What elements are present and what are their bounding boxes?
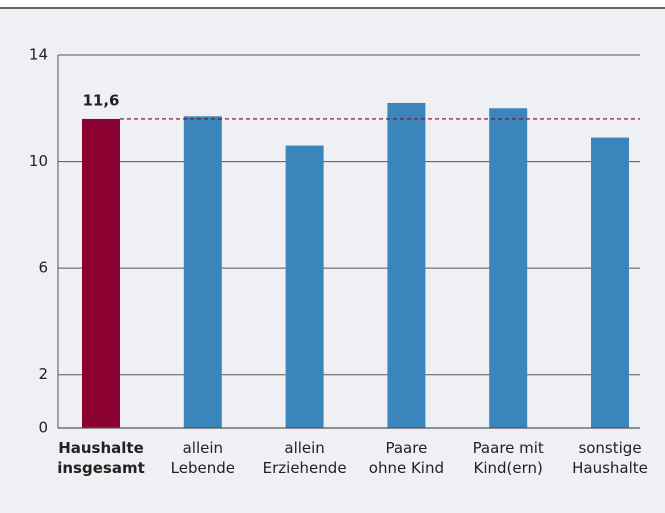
y-tick-label: 2 [38, 365, 48, 383]
y-tick-label: 14 [29, 46, 48, 64]
value-label: 11,6 [82, 91, 119, 109]
x-tick-label: Paare ohne Kind [369, 439, 444, 477]
x-tick-label: Paare mit Kind(ern) [473, 439, 544, 477]
bar [82, 118, 120, 428]
x-tick-label-line: Erziehende [263, 459, 347, 477]
x-tick-label-line: sonstige [578, 439, 641, 457]
x-tick-label-line: insgesamt [57, 459, 145, 477]
x-tick-label: allein Lebende [171, 439, 235, 477]
bar [489, 108, 528, 429]
x-tick-label-line: Haushalte [58, 439, 144, 457]
bar [387, 102, 426, 428]
x-tick-label: sonstige Haushalte [572, 439, 648, 477]
y-tick-label: 10 [29, 152, 48, 170]
x-tick-label-line: Lebende [171, 459, 235, 477]
x-tick-label-line: Kind(ern) [474, 459, 543, 477]
x-tick-label: allein Erziehende [263, 439, 347, 477]
bar [183, 116, 222, 429]
x-tick-label-line: ohne Kind [369, 459, 444, 477]
x-tick-label-line: allein [284, 439, 324, 457]
x-tick-label-line: allein [183, 439, 223, 457]
x-tick-label: Haushalte insgesamt [57, 439, 145, 477]
x-tick-label-line: Paare mit [473, 439, 544, 457]
bar [285, 145, 324, 429]
y-tick-label: 6 [38, 259, 48, 277]
y-tick-label: 0 [38, 419, 48, 437]
x-tick-label-line: Paare [385, 439, 427, 457]
bar [591, 137, 629, 429]
x-tick-label-line: Haushalte [572, 459, 648, 477]
